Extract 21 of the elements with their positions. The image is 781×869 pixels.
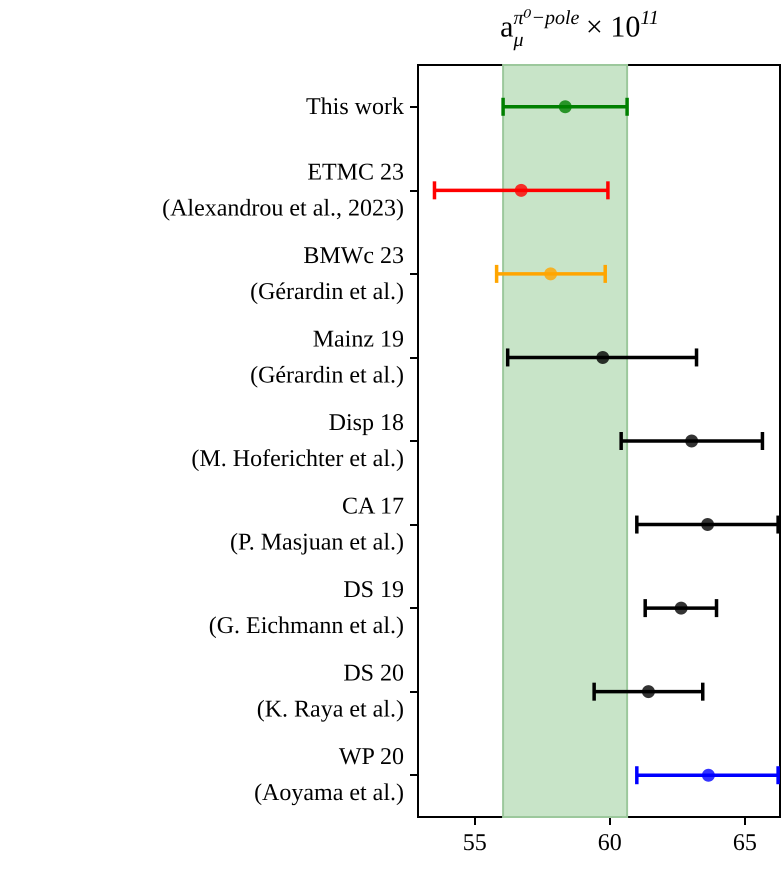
y-tick-label: WP 20 (Aoyama et al.) [254,744,404,806]
y-tick-label: Disp 18 (M. Hoferichter et al.) [191,410,404,472]
y-tick-label: ETMC 23 (Alexandrou et al., 2023) [162,159,404,222]
point [642,685,655,698]
point [701,518,714,532]
point [685,434,698,448]
point [514,184,528,197]
y-tick-label: CA 17 (P. Masjuan et al.) [230,494,404,556]
point [674,602,688,615]
y-tick-label: DS 20 (K. Raya et al.) [256,660,404,723]
point [558,100,572,114]
y-tick-label: This work [306,94,404,120]
x-tick-label: 65 [732,830,757,856]
point [544,267,558,280]
x-tick-label: 60 [598,830,622,856]
x-tick-label: 55 [462,830,487,856]
y-tick-label: BMWc 23 (Gérardin et al.) [250,242,404,305]
y-tick-label: DS 19 (G. Eichmann et al.) [208,577,404,640]
point [702,768,715,782]
point [596,350,610,364]
y-tick-label: Mainz 19 (Gérardin et al.) [250,326,404,388]
